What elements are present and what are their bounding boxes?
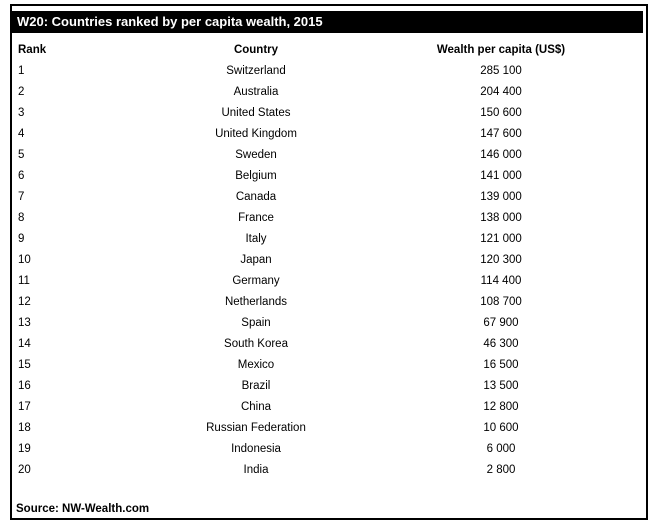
table-row: 11 Germany 114 400 xyxy=(12,270,646,291)
table-row: 12 Netherlands 108 700 xyxy=(12,291,646,312)
table-row: 3 United States 150 600 xyxy=(12,102,646,123)
rank-cell: 1 xyxy=(18,64,25,77)
table-row: 20 India 2 800 xyxy=(12,459,646,480)
rank-cell: 17 xyxy=(18,400,31,413)
country-cell: India xyxy=(243,463,269,476)
wealth-cell: 10 600 xyxy=(483,421,519,434)
table-row: 1 Switzerland 285 100 xyxy=(12,60,646,81)
rank-cell: 2 xyxy=(18,85,25,98)
table-header-row: Rank Country Wealth per capita (US$) xyxy=(12,40,646,60)
rank-cell: 9 xyxy=(18,232,25,245)
table-title: W20: Countries ranked by per capita weal… xyxy=(17,14,323,29)
country-cell: Brazil xyxy=(241,379,271,392)
table-frame: W20: Countries ranked by per capita weal… xyxy=(10,4,648,520)
country-cell: South Korea xyxy=(224,337,288,350)
wealth-cell: 16 500 xyxy=(483,358,519,371)
wealth-cell: 204 400 xyxy=(480,85,522,98)
table-row: 14 South Korea 46 300 xyxy=(12,333,646,354)
table-row: 9 Italy 121 000 xyxy=(12,228,646,249)
table-row: 7 Canada 139 000 xyxy=(12,186,646,207)
wealth-cell: 114 400 xyxy=(480,274,522,287)
wealth-cell: 285 100 xyxy=(480,64,522,77)
country-cell: Netherlands xyxy=(224,295,287,308)
country-cell: Switzerland xyxy=(226,64,286,77)
table-row: 4 United Kingdom 147 600 xyxy=(12,123,646,144)
wealth-cell: 146 000 xyxy=(480,148,522,161)
country-cell: Italy xyxy=(245,232,267,245)
country-cell: United States xyxy=(221,106,291,119)
source-note: Source: NW-Wealth.com xyxy=(16,503,150,515)
country-cell: Japan xyxy=(240,253,272,266)
rank-cell: 11 xyxy=(18,274,30,287)
table-row: 5 Sweden 146 000 xyxy=(12,144,646,165)
rank-cell: 18 xyxy=(18,421,31,434)
table-row: 8 France 138 000 xyxy=(12,207,646,228)
rank-cell: 12 xyxy=(18,295,31,308)
wealth-cell: 147 600 xyxy=(480,127,522,140)
table-row: 19 Indonesia 6 000 xyxy=(12,438,646,459)
country-cell: Belgium xyxy=(235,169,277,182)
table-row: 6 Belgium 141 000 xyxy=(12,165,646,186)
table-row: 13 Spain 67 900 xyxy=(12,312,646,333)
wealth-cell: 46 300 xyxy=(483,337,519,350)
country-cell: France xyxy=(238,211,274,224)
wealth-cell: 108 700 xyxy=(480,295,522,308)
wealth-cell: 138 000 xyxy=(480,211,522,224)
country-cell: Russian Federation xyxy=(206,421,306,434)
rank-cell: 16 xyxy=(18,379,31,392)
wealth-cell: 150 600 xyxy=(480,106,522,119)
rank-cell: 15 xyxy=(18,358,31,371)
rank-cell: 5 xyxy=(18,148,25,161)
rank-cell: 13 xyxy=(18,316,31,329)
table-body: 1 Switzerland 285 100 2 Australia 204 400 3 Uni… xyxy=(12,60,646,480)
table-row: 15 Mexico 16 500 xyxy=(12,354,646,375)
wealth-cell: 12 800 xyxy=(483,400,519,413)
rank-cell: 20 xyxy=(18,463,31,476)
wealth-cell: 141 000 xyxy=(480,169,522,182)
rank-cell: 4 xyxy=(18,127,25,140)
country-cell: China xyxy=(240,400,272,413)
rank-cell: 10 xyxy=(18,253,31,266)
wealth-cell: 6 000 xyxy=(486,442,516,455)
wealth-cell: 120 300 xyxy=(480,253,522,266)
table-title-bar: W20: Countries ranked by per capita weal… xyxy=(12,11,643,33)
rank-cell: 3 xyxy=(18,106,25,119)
column-header-country: Country xyxy=(233,44,279,56)
table-row: 18 Russian Federation 10 600 xyxy=(12,417,646,438)
column-header-rank: Rank xyxy=(18,44,47,56)
rank-cell: 8 xyxy=(18,211,25,224)
table-row: 16 Brazil 13 500 xyxy=(12,375,646,396)
table-row: 17 China 12 800 xyxy=(12,396,646,417)
rank-cell: 19 xyxy=(18,442,31,455)
rank-cell: 6 xyxy=(18,169,25,182)
country-cell: Mexico xyxy=(237,358,275,371)
country-cell: United Kingdom xyxy=(215,127,297,140)
wealth-cell: 2 800 xyxy=(486,463,516,476)
column-header-wealth: Wealth per capita (US$) xyxy=(436,44,566,56)
country-cell: Spain xyxy=(241,316,271,329)
rank-cell: 14 xyxy=(18,337,31,350)
country-cell: Germany xyxy=(232,274,280,287)
wealth-cell: 67 900 xyxy=(483,316,519,329)
country-cell: Canada xyxy=(235,190,277,203)
country-cell: Indonesia xyxy=(231,442,281,455)
table-row: 2 Australia 204 400 xyxy=(12,81,646,102)
country-cell: Australia xyxy=(233,85,279,98)
rank-cell: 7 xyxy=(18,190,25,203)
wealth-cell: 13 500 xyxy=(483,379,519,392)
wealth-cell: 121 000 xyxy=(480,232,522,245)
wealth-cell: 139 000 xyxy=(480,190,522,203)
country-cell: Sweden xyxy=(235,148,277,161)
table-row: 10 Japan 120 300 xyxy=(12,249,646,270)
